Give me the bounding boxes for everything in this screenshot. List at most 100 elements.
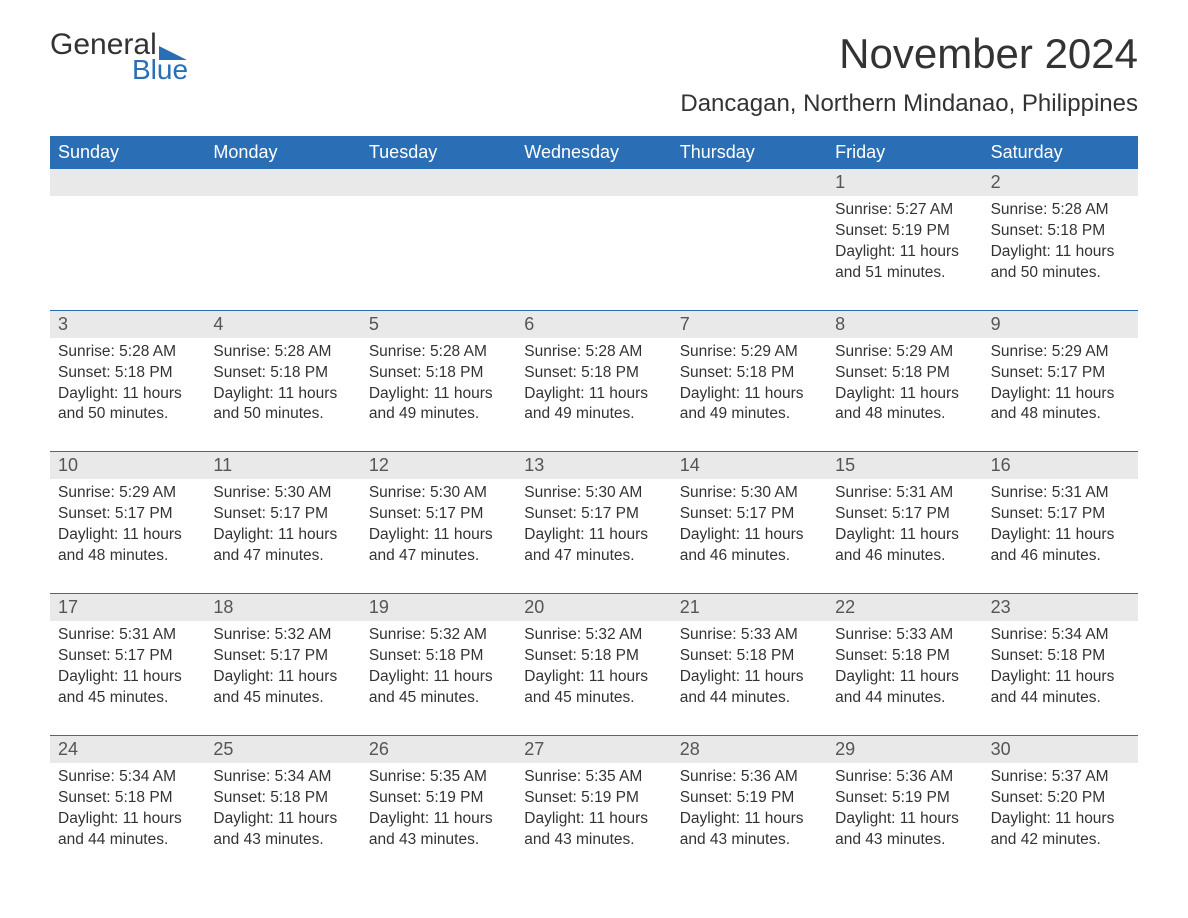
calendar-cell: Sunrise: 5:30 AMSunset: 5:17 PMDaylight:… [361, 479, 516, 593]
cell-daylight1: Daylight: 11 hours [991, 242, 1130, 263]
calendar-header-cell: Saturday [983, 136, 1138, 169]
calendar-cell: Sunrise: 5:29 AMSunset: 5:18 PMDaylight:… [672, 338, 827, 452]
day-number: 24 [50, 736, 205, 763]
cell-sunset: Sunset: 5:18 PM [213, 363, 352, 384]
cell-daylight2: and 47 minutes. [524, 546, 663, 567]
daynum-row: 10111213141516 [50, 452, 1138, 479]
cell-daylight1: Daylight: 11 hours [58, 667, 197, 688]
day-number: 27 [516, 736, 671, 763]
daynum-row: 12 [50, 169, 1138, 196]
day-number: 20 [516, 594, 671, 621]
cell-daylight1: Daylight: 11 hours [58, 809, 197, 830]
day-number: 14 [672, 452, 827, 479]
cell-daylight2: and 46 minutes. [991, 546, 1130, 567]
cell-sunset: Sunset: 5:18 PM [835, 646, 974, 667]
cell-daylight2: and 43 minutes. [524, 830, 663, 851]
cell-sunrise: Sunrise: 5:28 AM [369, 342, 508, 363]
cell-sunrise: Sunrise: 5:31 AM [835, 483, 974, 504]
cell-sunrise: Sunrise: 5:30 AM [680, 483, 819, 504]
cell-sunrise: Sunrise: 5:29 AM [991, 342, 1130, 363]
cell-sunset: Sunset: 5:19 PM [835, 788, 974, 809]
cell-daylight2: and 45 minutes. [213, 688, 352, 709]
calendar-cell: Sunrise: 5:30 AMSunset: 5:17 PMDaylight:… [516, 479, 671, 593]
cell-sunset: Sunset: 5:18 PM [680, 363, 819, 384]
cell-sunset: Sunset: 5:18 PM [991, 221, 1130, 242]
cell-daylight2: and 46 minutes. [835, 546, 974, 567]
cell-sunset: Sunset: 5:18 PM [835, 363, 974, 384]
cell-daylight1: Daylight: 11 hours [991, 667, 1130, 688]
cell-daylight2: and 50 minutes. [58, 404, 197, 425]
day-number [516, 169, 671, 196]
day-number: 16 [983, 452, 1138, 479]
cell-daylight1: Daylight: 11 hours [835, 525, 974, 546]
cell-sunrise: Sunrise: 5:30 AM [524, 483, 663, 504]
day-number: 3 [50, 311, 205, 338]
cell-sunrise: Sunrise: 5:33 AM [680, 625, 819, 646]
cell-sunrise: Sunrise: 5:27 AM [835, 200, 974, 221]
cell-daylight1: Daylight: 11 hours [835, 384, 974, 405]
calendar-body: 12Sunrise: 5:27 AMSunset: 5:19 PMDayligh… [50, 169, 1138, 876]
day-number [205, 169, 360, 196]
cell-sunset: Sunset: 5:17 PM [58, 504, 197, 525]
calendar-cell: Sunrise: 5:34 AMSunset: 5:18 PMDaylight:… [983, 621, 1138, 735]
cell-sunrise: Sunrise: 5:29 AM [680, 342, 819, 363]
daynum-row: 17181920212223 [50, 594, 1138, 621]
day-number: 10 [50, 452, 205, 479]
day-number: 11 [205, 452, 360, 479]
day-number: 4 [205, 311, 360, 338]
cell-daylight2: and 47 minutes. [369, 546, 508, 567]
cell-daylight1: Daylight: 11 hours [835, 809, 974, 830]
cell-sunrise: Sunrise: 5:30 AM [369, 483, 508, 504]
calendar-cell: Sunrise: 5:35 AMSunset: 5:19 PMDaylight:… [361, 763, 516, 877]
day-number: 5 [361, 311, 516, 338]
calendar-week: 24252627282930Sunrise: 5:34 AMSunset: 5:… [50, 735, 1138, 877]
cell-daylight2: and 44 minutes. [680, 688, 819, 709]
day-number: 22 [827, 594, 982, 621]
cell-daylight1: Daylight: 11 hours [369, 384, 508, 405]
cell-sunset: Sunset: 5:17 PM [58, 646, 197, 667]
cell-daylight1: Daylight: 11 hours [680, 384, 819, 405]
cell-sunrise: Sunrise: 5:30 AM [213, 483, 352, 504]
cell-sunrise: Sunrise: 5:29 AM [835, 342, 974, 363]
cell-daylight1: Daylight: 11 hours [369, 809, 508, 830]
calendar-cell: Sunrise: 5:31 AMSunset: 5:17 PMDaylight:… [983, 479, 1138, 593]
day-number: 9 [983, 311, 1138, 338]
cell-daylight2: and 49 minutes. [369, 404, 508, 425]
cell-sunset: Sunset: 5:17 PM [213, 504, 352, 525]
day-number: 17 [50, 594, 205, 621]
day-number: 25 [205, 736, 360, 763]
cell-sunset: Sunset: 5:18 PM [58, 363, 197, 384]
day-number: 13 [516, 452, 671, 479]
calendar-header-cell: Thursday [672, 136, 827, 169]
calendar-header-row: SundayMondayTuesdayWednesdayThursdayFrid… [50, 136, 1138, 169]
daynum-row: 3456789 [50, 311, 1138, 338]
calendar-cell: Sunrise: 5:33 AMSunset: 5:18 PMDaylight:… [672, 621, 827, 735]
cell-daylight1: Daylight: 11 hours [991, 384, 1130, 405]
cell-sunrise: Sunrise: 5:28 AM [524, 342, 663, 363]
cell-daylight1: Daylight: 11 hours [991, 525, 1130, 546]
cell-sunset: Sunset: 5:20 PM [991, 788, 1130, 809]
cell-daylight1: Daylight: 11 hours [835, 667, 974, 688]
cell-sunset: Sunset: 5:18 PM [680, 646, 819, 667]
cell-sunset: Sunset: 5:17 PM [369, 504, 508, 525]
cell-sunset: Sunset: 5:19 PM [369, 788, 508, 809]
calendar-cell: Sunrise: 5:29 AMSunset: 5:17 PMDaylight:… [50, 479, 205, 593]
day-number: 7 [672, 311, 827, 338]
cell-daylight1: Daylight: 11 hours [524, 809, 663, 830]
cell-daylight1: Daylight: 11 hours [58, 384, 197, 405]
cell-daylight1: Daylight: 11 hours [213, 667, 352, 688]
calendar-cell: Sunrise: 5:28 AMSunset: 5:18 PMDaylight:… [50, 338, 205, 452]
calendar-cell: Sunrise: 5:29 AMSunset: 5:17 PMDaylight:… [983, 338, 1138, 452]
day-number: 8 [827, 311, 982, 338]
day-number: 21 [672, 594, 827, 621]
calendar-cell: Sunrise: 5:28 AMSunset: 5:18 PMDaylight:… [205, 338, 360, 452]
calendar-week: 3456789Sunrise: 5:28 AMSunset: 5:18 PMDa… [50, 310, 1138, 452]
calendar: SundayMondayTuesdayWednesdayThursdayFrid… [50, 136, 1138, 876]
calendar-cell: Sunrise: 5:32 AMSunset: 5:18 PMDaylight:… [516, 621, 671, 735]
cell-daylight2: and 49 minutes. [524, 404, 663, 425]
cell-sunrise: Sunrise: 5:35 AM [369, 767, 508, 788]
cell-daylight1: Daylight: 11 hours [524, 384, 663, 405]
cell-sunrise: Sunrise: 5:37 AM [991, 767, 1130, 788]
calendar-cell: Sunrise: 5:28 AMSunset: 5:18 PMDaylight:… [361, 338, 516, 452]
cell-sunset: Sunset: 5:19 PM [524, 788, 663, 809]
